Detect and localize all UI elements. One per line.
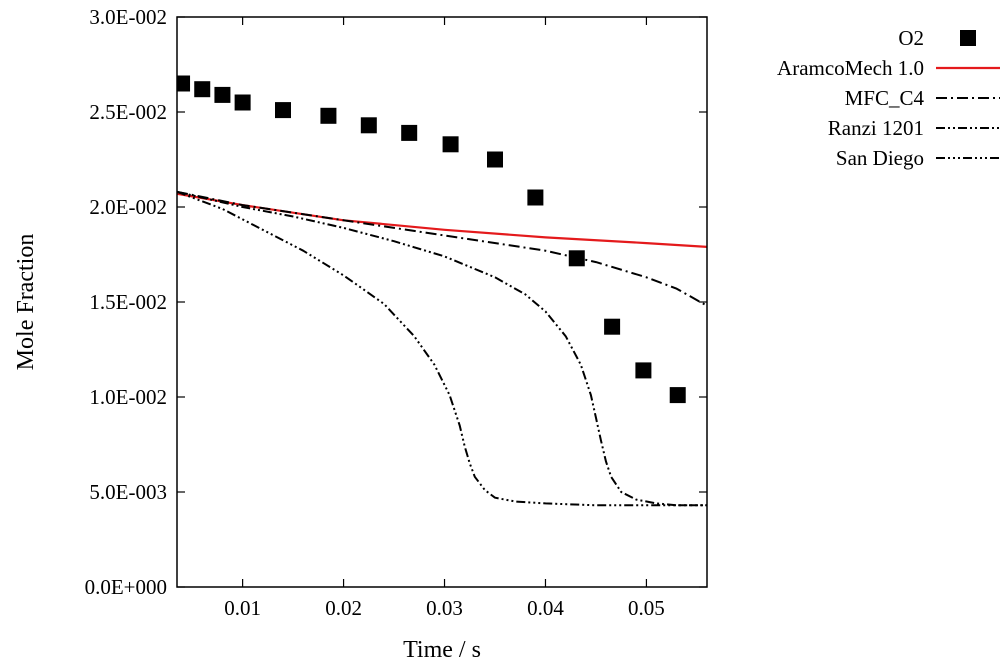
y-tick-label: 2.5E-002 bbox=[89, 100, 167, 124]
o2-point bbox=[604, 318, 621, 335]
y-tick-label: 1.5E-002 bbox=[89, 290, 167, 314]
o2-point bbox=[487, 151, 503, 168]
plot-frame bbox=[176, 16, 708, 588]
legend-san-diego-label: San Diego bbox=[836, 146, 924, 170]
o2-point bbox=[360, 117, 377, 134]
legend-ranzi-1201-label: Ranzi 1201 bbox=[828, 116, 924, 140]
san-diego-line bbox=[177, 190, 707, 507]
o2-point bbox=[320, 107, 337, 124]
y-tick-label: 2.0E-002 bbox=[89, 195, 167, 219]
mfc-c4-line bbox=[177, 190, 707, 307]
y-tick-label: 1.0E-002 bbox=[89, 385, 167, 409]
y-axis-label: Mole Fraction bbox=[13, 234, 39, 371]
o2-point bbox=[177, 75, 191, 92]
o2-point bbox=[214, 86, 231, 103]
o2-point bbox=[194, 81, 211, 98]
legend-mfc-c4-label: MFC_C4 bbox=[845, 86, 925, 110]
x-tick-label: 0.01 bbox=[224, 596, 261, 620]
o2-point bbox=[442, 136, 459, 153]
x-axis-label: Time / s bbox=[403, 637, 481, 663]
o2-point bbox=[669, 387, 686, 404]
o2-point bbox=[527, 189, 544, 206]
y-tick-label: 5.0E-003 bbox=[89, 480, 167, 504]
y-tick-label: 0.0E+000 bbox=[85, 575, 167, 599]
y-tick-label: 3.0E-002 bbox=[89, 5, 167, 29]
ranzi-1201-line bbox=[177, 190, 707, 507]
x-tick-label: 0.02 bbox=[325, 596, 362, 620]
o2-point bbox=[275, 102, 291, 119]
legend-aramcomech-1-0-label: AramcoMech 1.0 bbox=[777, 56, 924, 80]
legend-o2-marker bbox=[960, 30, 976, 46]
o2-point bbox=[401, 124, 418, 141]
series-layer bbox=[177, 75, 707, 507]
ticks-layer: 0.01 0.02 0.03 0.04 0.05 0.0E+000 5.0E-003 1.0E… bbox=[85, 5, 707, 620]
x-tick-label: 0.03 bbox=[426, 596, 463, 620]
x-tick-label: 0.04 bbox=[527, 596, 564, 620]
o2-point bbox=[234, 94, 251, 111]
legend-o2-label: O2 bbox=[898, 26, 924, 50]
aramcomech-1-0-line bbox=[177, 192, 707, 248]
legend: O2 AramcoMech 1.0 MFC_C4 Ranzi 1201 San Dieg… bbox=[777, 26, 1000, 170]
x-tick-label: 0.05 bbox=[628, 596, 665, 620]
o2-point bbox=[635, 362, 652, 379]
